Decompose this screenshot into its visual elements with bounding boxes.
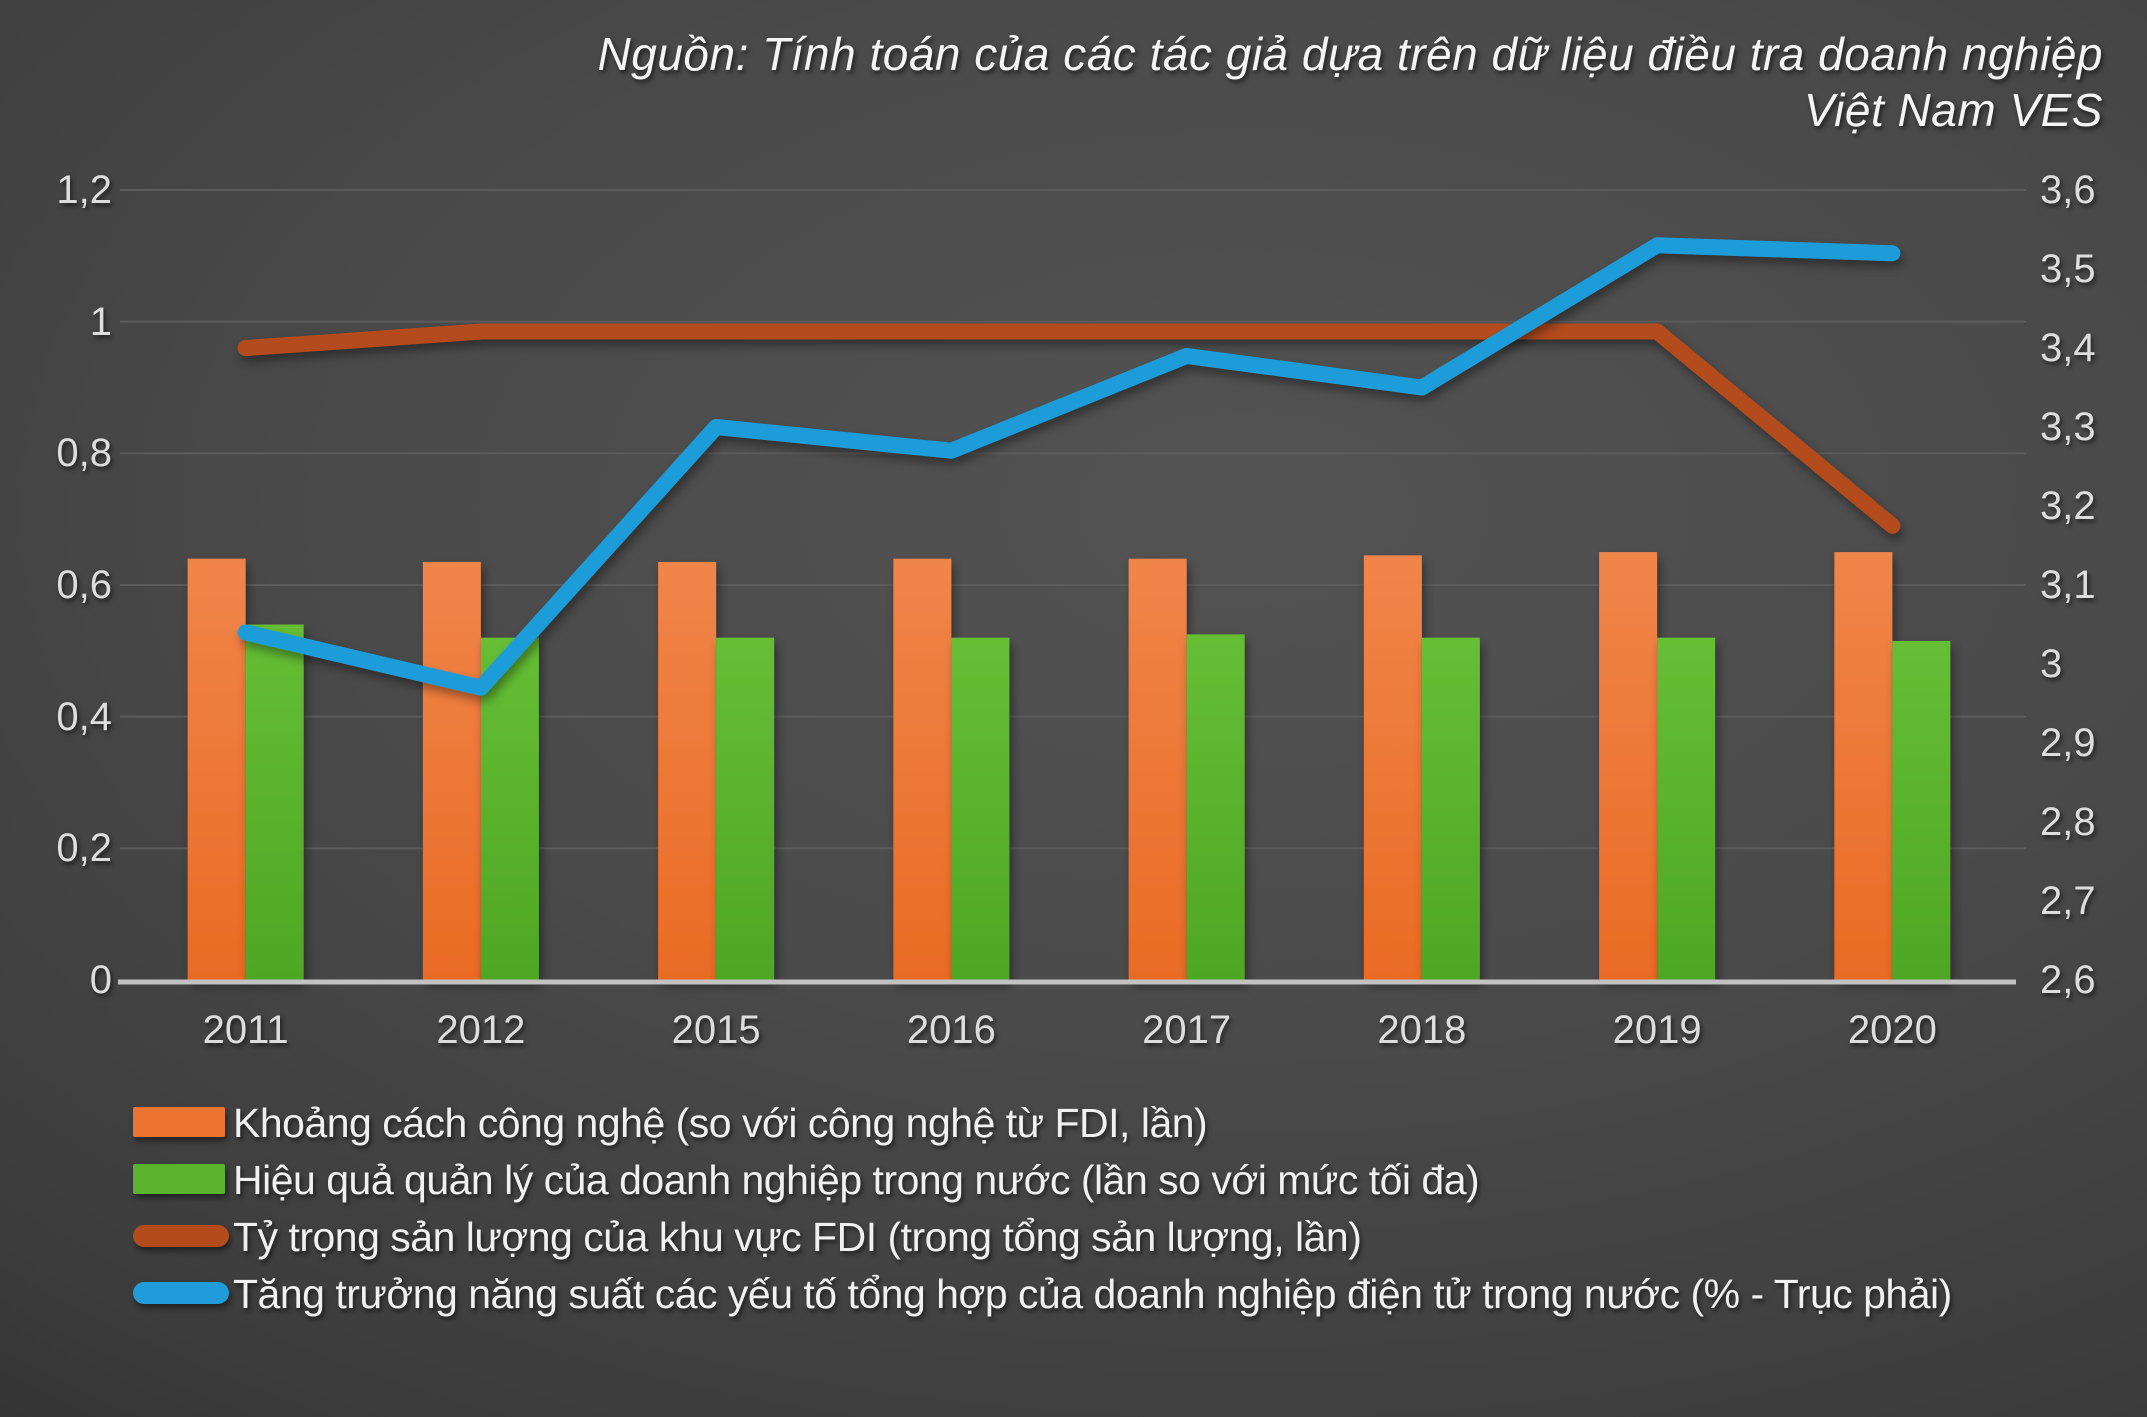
left-axis-tick: 0,6 xyxy=(56,563,112,607)
bar-management-efficiency-2012 xyxy=(480,637,539,980)
bar-management-efficiency-2020 xyxy=(1892,640,1951,980)
bar-technology-gap-2016 xyxy=(893,558,952,980)
right-axis-tick: 2,7 xyxy=(2040,879,2096,923)
right-axis-tick: 2,6 xyxy=(2040,958,2096,1002)
right-axis-tick: 3,4 xyxy=(2040,326,2096,370)
legend-swatch-bar xyxy=(133,1164,225,1194)
x-axis-label-2017: 2017 xyxy=(1142,1008,1232,1052)
legend-label: Khoảng cách công nghệ (so với công nghệ … xyxy=(233,1100,1208,1146)
bar-management-efficiency-2017 xyxy=(1186,634,1245,980)
legend-swatch-line xyxy=(133,1225,229,1247)
legend-swatch-line xyxy=(133,1282,229,1304)
bar-technology-gap-2015 xyxy=(658,561,717,980)
bar-management-efficiency-2011 xyxy=(245,624,304,980)
x-axis-label-2016: 2016 xyxy=(906,1008,996,1052)
bar-technology-gap-2020 xyxy=(1834,552,1893,980)
bar-technology-gap-2017 xyxy=(1128,558,1187,980)
left-axis-tick: 0,4 xyxy=(56,694,112,739)
x-axis-label-2011: 2011 xyxy=(202,1008,289,1052)
right-axis-tick: 3 xyxy=(2040,642,2063,686)
x-axis-label-2015: 2015 xyxy=(671,1008,761,1052)
bar-management-efficiency-2016 xyxy=(951,637,1010,980)
line-fdi-output-share xyxy=(237,323,1901,534)
left-axis-tick: 1 xyxy=(89,299,112,344)
bar-management-efficiency-2019 xyxy=(1657,637,1716,980)
left-axis-tick: 0 xyxy=(89,958,112,1002)
left-axis-tick: 0,8 xyxy=(56,431,112,476)
bar-management-efficiency-2015 xyxy=(716,637,775,980)
x-axis-label-2012: 2012 xyxy=(436,1008,526,1052)
x-axis-label-2019: 2019 xyxy=(1612,1008,1702,1052)
title-line-1: Nguồn: Tính toán của các tác giả dựa trê… xyxy=(597,28,2103,80)
right-axis-tick: 3,1 xyxy=(2040,563,2096,607)
bar-technology-gap-2018 xyxy=(1363,555,1422,980)
legend-label: Tỷ trọng sản lượng của khu vực FDI (tron… xyxy=(233,1214,1362,1260)
left-axis-tick: 1,2 xyxy=(56,168,112,212)
bar-technology-gap-2011 xyxy=(187,558,246,980)
chart-source-title: Nguồn: Tính toán của các tác giả dựa trê… xyxy=(598,26,2103,138)
line-tfp-growth xyxy=(237,237,1901,696)
legend-swatch-bar xyxy=(133,1107,225,1137)
bar-technology-gap-2019 xyxy=(1599,552,1658,980)
bar-management-efficiency-2018 xyxy=(1421,637,1480,980)
right-axis-tick: 2,9 xyxy=(2040,721,2096,765)
right-axis-tick: 3,2 xyxy=(2040,484,2096,528)
title-line-2: Việt Nam VES xyxy=(1803,84,2103,136)
legend-label: Hiệu quả quản lý của doanh nghiệp trong … xyxy=(233,1157,1480,1203)
left-axis-tick: 0,2 xyxy=(56,826,112,871)
right-axis-tick: 3,5 xyxy=(2040,247,2096,291)
right-axis-tick: 3,6 xyxy=(2040,168,2096,212)
x-axis-label-2020: 2020 xyxy=(1847,1008,1937,1052)
legend-label: Tăng trưởng năng suất các yếu tố tổng hợ… xyxy=(233,1271,1952,1317)
x-axis-label-2018: 2018 xyxy=(1377,1008,1467,1052)
bar-technology-gap-2012 xyxy=(422,561,481,980)
right-axis-tick: 3,3 xyxy=(2040,405,2096,449)
right-axis-tick: 2,8 xyxy=(2040,800,2096,844)
